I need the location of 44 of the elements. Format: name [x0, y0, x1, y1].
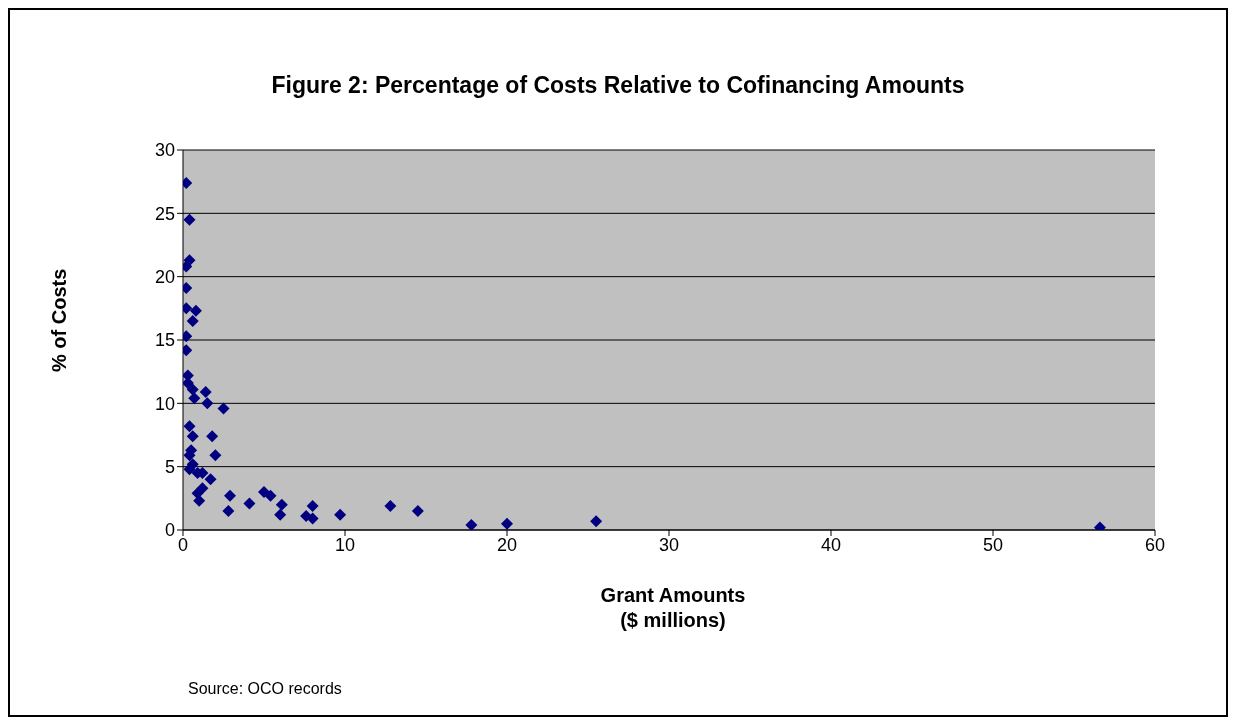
x-tick-label: 10 — [334, 534, 356, 555]
point — [411, 505, 424, 517]
point — [201, 397, 214, 410]
point — [334, 508, 347, 521]
point — [183, 420, 196, 433]
point — [590, 515, 603, 528]
point — [204, 473, 217, 486]
point — [183, 213, 196, 226]
point — [186, 383, 199, 396]
x-tick-label: 40 — [820, 534, 842, 555]
point — [209, 449, 222, 462]
x-tick-label: 0 — [177, 534, 189, 555]
point — [222, 505, 235, 517]
point — [186, 430, 199, 443]
y-tick-label: 10 — [154, 393, 175, 414]
y-axis-title: % of Costs — [48, 268, 71, 372]
point — [199, 385, 212, 398]
x-tick-label: 20 — [496, 534, 518, 555]
x-tick-label: 60 — [1144, 534, 1166, 555]
x-axis-title: Grant Amounts ($ millions) — [599, 583, 747, 633]
point — [223, 489, 236, 502]
point — [206, 430, 219, 443]
point — [186, 315, 199, 327]
y-tick-label: 15 — [154, 330, 175, 351]
y-tick-label: 20 — [154, 267, 175, 288]
point — [189, 304, 202, 317]
point — [275, 498, 288, 511]
point — [217, 402, 230, 415]
x-tick-label: 30 — [658, 534, 680, 555]
x-tick-label: 50 — [982, 534, 1004, 555]
point — [188, 392, 201, 405]
point — [243, 497, 256, 510]
point — [384, 499, 397, 512]
y-tick-label: 25 — [154, 203, 175, 224]
y-tick-label: 5 — [164, 457, 175, 478]
chart-title: Figure 2: Percentage of Costs Relative to Cofinancing Amounts — [270, 72, 966, 99]
point — [465, 518, 478, 530]
y-tick-label: 0 — [164, 520, 175, 541]
point — [274, 508, 287, 521]
point — [264, 489, 277, 502]
y-tick-label: 30 — [154, 140, 175, 161]
source-note: Source: OCO records — [188, 680, 342, 698]
point — [306, 499, 319, 512]
point — [501, 517, 513, 530]
